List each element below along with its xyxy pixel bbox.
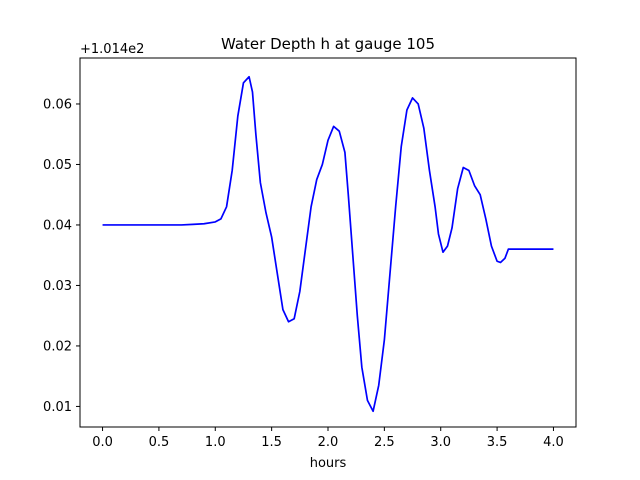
y-tick-label: 0.02	[43, 339, 72, 354]
y-axis-offset-label: +1.014e2	[80, 42, 144, 57]
x-axis: 0.0 0.5 1.0 1.5 2.0 2.5 3.0 3.5 4.0	[92, 427, 564, 450]
plot-area	[102, 75, 554, 413]
x-tick-label: 2.5	[374, 435, 395, 450]
y-tick-label: 0.03	[43, 279, 72, 294]
x-tick-label: 3.0	[430, 435, 451, 450]
plot-frame	[79, 57, 577, 428]
x-tick-label: 1.5	[261, 435, 282, 450]
y-tick-label: 0.04	[43, 218, 72, 233]
x-tick-label: 3.5	[487, 435, 508, 450]
x-tick-label: 2.0	[318, 435, 339, 450]
y-tick-label: 0.01	[43, 400, 72, 415]
x-tick-label: 0.5	[149, 435, 170, 450]
series-line-0	[102, 75, 554, 413]
x-axis-label: hours	[310, 456, 347, 471]
y-axis: 0.01 0.02 0.03 0.04 0.05 0.06	[43, 97, 80, 415]
y-tick-label: 0.06	[43, 97, 72, 112]
x-tick-label: 1.0	[205, 435, 226, 450]
chart-title: Water Depth h at gauge 105	[221, 35, 435, 53]
x-tick-label: 4.0	[543, 435, 564, 450]
y-tick-label: 0.05	[43, 158, 72, 173]
x-tick-label: 0.0	[92, 435, 113, 450]
